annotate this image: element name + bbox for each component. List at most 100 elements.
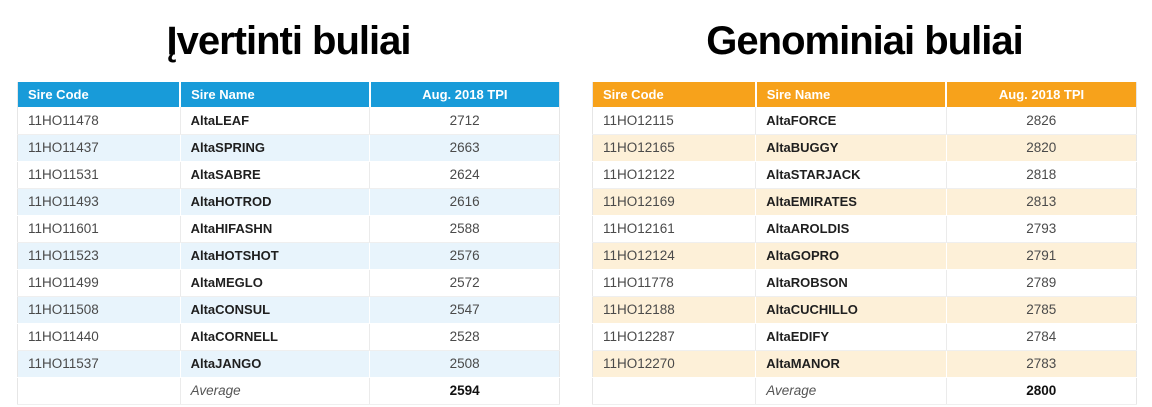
cell-sire-name: AltaMANOR bbox=[755, 350, 947, 378]
cell-sire-name: AltaLEAF bbox=[180, 107, 371, 135]
cell-sire-code: 11HO12115 bbox=[592, 107, 757, 135]
table-row: 11HO12270 AltaMANOR 2783 bbox=[592, 350, 1137, 378]
column-header-sire-name: Sire Name bbox=[755, 82, 948, 107]
cell-sire-name: AltaCUCHILLO bbox=[755, 296, 947, 324]
cell-tpi: 2789 bbox=[946, 269, 1137, 297]
table-row: 11HO11523 AltaHOTSHOT 2576 bbox=[17, 242, 560, 270]
table-row: 11HO11493 AltaHOTROD 2616 bbox=[17, 188, 560, 216]
table-row: 11HO12169 AltaEMIRATES 2813 bbox=[592, 188, 1137, 216]
average-label: Average bbox=[755, 377, 947, 405]
table-row: 11HO11478 AltaLEAF 2712 bbox=[17, 107, 560, 135]
column-header-tpi: Aug. 2018 TPI bbox=[369, 82, 560, 107]
cell-sire-name: AltaFORCE bbox=[755, 107, 947, 135]
cell-tpi: 2576 bbox=[369, 242, 560, 270]
evaluated-bulls-title: Įvertinti buliai bbox=[166, 19, 411, 63]
evaluated-bulls-panel: Įvertinti buliai Sire Code Sire Name Aug… bbox=[17, 0, 560, 405]
cell-sire-name: AltaSABRE bbox=[180, 161, 371, 189]
cell-tpi: 2528 bbox=[369, 323, 560, 351]
table-row: 11HO11499 AltaMEGLO 2572 bbox=[17, 269, 560, 297]
table-row: 11HO12124 AltaGOPRO 2791 bbox=[592, 242, 1137, 270]
cell-sire-code: 11HO11478 bbox=[17, 107, 181, 135]
table-row: 11HO12122 AltaSTARJACK 2818 bbox=[592, 161, 1137, 189]
table-row: 11HO11601 AltaHIFASHN 2588 bbox=[17, 215, 560, 243]
header-row: Sire Code Sire Name Aug. 2018 TPI bbox=[592, 82, 1137, 107]
cell-sire-code: 11HO11778 bbox=[592, 269, 757, 297]
header-row: Sire Code Sire Name Aug. 2018 TPI bbox=[17, 82, 560, 107]
average-value: 2800 bbox=[946, 377, 1137, 405]
cell-tpi: 2785 bbox=[946, 296, 1137, 324]
cell-sire-name: AltaSPRING bbox=[180, 134, 371, 162]
average-value: 2594 bbox=[369, 377, 560, 405]
cell-sire-code: 11HO11601 bbox=[17, 215, 181, 243]
cell-sire-code: 11HO11493 bbox=[17, 188, 181, 216]
cell-sire-code: 11HO12124 bbox=[592, 242, 757, 270]
table-row: 11HO11440 AltaCORNELL 2528 bbox=[17, 323, 560, 351]
cell-tpi: 2784 bbox=[946, 323, 1137, 351]
cell-sire-code: 11HO11508 bbox=[17, 296, 181, 324]
evaluated-bulls-table-body: 11HO11478 AltaLEAF 2712 11HO11437 AltaSPRING… bbox=[17, 107, 560, 378]
cell-sire-code: 11HO12169 bbox=[592, 188, 757, 216]
table-row: 11HO11437 AltaSPRING 2663 bbox=[17, 134, 560, 162]
cell-tpi: 2712 bbox=[369, 107, 560, 135]
table-row: 11HO12115 AltaFORCE 2826 bbox=[592, 107, 1137, 135]
column-header-sire-code: Sire Code bbox=[17, 82, 182, 107]
cell-tpi: 2663 bbox=[369, 134, 560, 162]
table-row: 11HO12188 AltaCUCHILLO 2785 bbox=[592, 296, 1137, 324]
cell-sire-name: AltaCORNELL bbox=[180, 323, 371, 351]
cell-sire-name: AltaBUGGY bbox=[755, 134, 947, 162]
cell-tpi: 2783 bbox=[946, 350, 1137, 378]
cell-sire-code: 11HO11440 bbox=[17, 323, 181, 351]
genomic-bulls-title: Genominiai buliai bbox=[706, 19, 1023, 63]
cell-tpi: 2588 bbox=[369, 215, 560, 243]
average-row: Average 2594 bbox=[17, 377, 560, 405]
column-header-sire-name: Sire Name bbox=[180, 82, 371, 107]
cell-sire-name: AltaHOTSHOT bbox=[180, 242, 371, 270]
cell-sire-code: 11HO11523 bbox=[17, 242, 181, 270]
cell-sire-name: AltaJANGO bbox=[180, 350, 371, 378]
cell-sire-code: 11HO12165 bbox=[592, 134, 757, 162]
average-empty-cell bbox=[17, 377, 181, 405]
table-row: 11HO11508 AltaCONSUL 2547 bbox=[17, 296, 560, 324]
cell-sire-name: AltaAROLDIS bbox=[755, 215, 947, 243]
cell-tpi: 2624 bbox=[369, 161, 560, 189]
table-row: 11HO11537 AltaJANGO 2508 bbox=[17, 350, 560, 378]
cell-sire-code: 11HO12287 bbox=[592, 323, 757, 351]
cell-tpi: 2813 bbox=[946, 188, 1137, 216]
cell-sire-code: 11HO12270 bbox=[592, 350, 757, 378]
cell-sire-name: AltaEDIFY bbox=[755, 323, 947, 351]
cell-sire-name: AltaCONSUL bbox=[180, 296, 371, 324]
cell-sire-code: 11HO11499 bbox=[17, 269, 181, 297]
average-row: Average 2800 bbox=[592, 377, 1137, 405]
cell-tpi: 2508 bbox=[369, 350, 560, 378]
cell-sire-code: 11HO11531 bbox=[17, 161, 181, 189]
column-header-tpi: Aug. 2018 TPI bbox=[946, 82, 1137, 107]
cell-sire-name: AltaHIFASHN bbox=[180, 215, 371, 243]
cell-sire-code: 11HO12161 bbox=[592, 215, 757, 243]
cell-tpi: 2791 bbox=[946, 242, 1137, 270]
cell-tpi: 2547 bbox=[369, 296, 560, 324]
table-row: 11HO12165 AltaBUGGY 2820 bbox=[592, 134, 1137, 162]
average-empty-cell bbox=[592, 377, 757, 405]
cell-tpi: 2616 bbox=[369, 188, 560, 216]
table-row: 11HO12161 AltaAROLDIS 2793 bbox=[592, 215, 1137, 243]
cell-sire-name: AltaHOTROD bbox=[180, 188, 371, 216]
cell-sire-name: AltaROBSON bbox=[755, 269, 947, 297]
table-row: 11HO11778 AltaROBSON 2789 bbox=[592, 269, 1137, 297]
cell-sire-code: 11HO12122 bbox=[592, 161, 757, 189]
table-row: 11HO12287 AltaEDIFY 2784 bbox=[592, 323, 1137, 351]
cell-sire-code: 11HO11437 bbox=[17, 134, 181, 162]
cell-tpi: 2793 bbox=[946, 215, 1137, 243]
genomic-bulls-panel: Genominiai buliai Sire Code Sire Name Au… bbox=[592, 0, 1137, 405]
genomic-bulls-table: Sire Code Sire Name Aug. 2018 TPI 11HO12… bbox=[592, 82, 1137, 405]
cell-sire-name: AltaMEGLO bbox=[180, 269, 371, 297]
cell-tpi: 2820 bbox=[946, 134, 1137, 162]
cell-sire-name: AltaEMIRATES bbox=[755, 188, 947, 216]
cell-tpi: 2826 bbox=[946, 107, 1137, 135]
genomic-bulls-table-body: 11HO12115 AltaFORCE 2826 11HO12165 AltaBUGGY… bbox=[592, 107, 1137, 378]
column-header-sire-code: Sire Code bbox=[592, 82, 757, 107]
cell-tpi: 2572 bbox=[369, 269, 560, 297]
cell-sire-code: 11HO12188 bbox=[592, 296, 757, 324]
cell-sire-name: AltaGOPRO bbox=[755, 242, 947, 270]
cell-sire-code: 11HO11537 bbox=[17, 350, 181, 378]
